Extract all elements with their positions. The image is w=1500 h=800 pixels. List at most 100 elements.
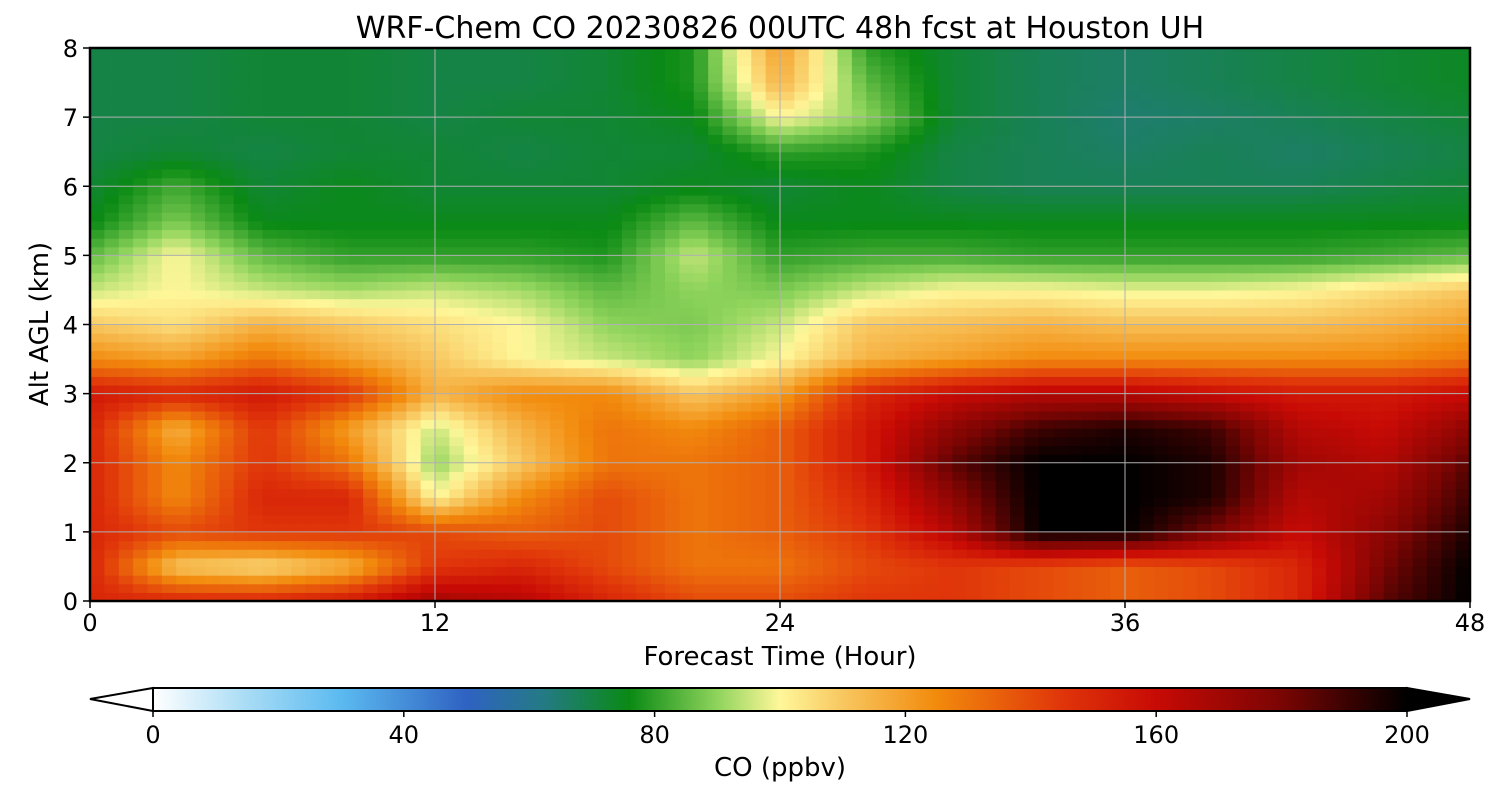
heatmap-cell [880, 531, 896, 542]
heatmap-cell [104, 436, 120, 447]
heatmap-cell [1398, 471, 1414, 481]
heatmap-cell [578, 298, 594, 308]
heatmap-cell [492, 333, 508, 343]
heatmap-cell [765, 419, 781, 429]
heatmap-cell [1297, 160, 1313, 170]
heatmap-cell [1168, 480, 1184, 490]
heatmap-cell [564, 419, 580, 429]
heatmap-cell [1096, 436, 1112, 447]
heatmap-cell [966, 488, 982, 498]
heatmap-cell [765, 315, 781, 326]
heatmap-cell [176, 488, 192, 498]
heatmap-cell [665, 428, 680, 438]
heatmap-cell [435, 436, 450, 447]
heatmap-cell [219, 255, 235, 265]
heatmap-cell [334, 203, 350, 213]
heatmap-cell [1340, 419, 1356, 429]
heatmap-cell [506, 436, 522, 447]
heatmap-cell [1096, 177, 1112, 187]
heatmap-cell [823, 376, 839, 386]
heatmap-cell [248, 557, 264, 568]
heatmap-cell [722, 523, 738, 533]
heatmap-cell [276, 505, 292, 516]
heatmap-cell [320, 454, 335, 464]
heatmap-cell [780, 402, 795, 412]
heatmap-cell [1369, 238, 1385, 248]
heatmap-cell [1240, 350, 1255, 360]
heatmap-cell [1355, 462, 1370, 472]
heatmap-cell [1369, 428, 1385, 438]
heatmap-cell [636, 168, 652, 179]
heatmap-cell [377, 186, 393, 196]
heatmap-cell [851, 566, 867, 576]
heatmap-cell [895, 557, 910, 568]
heatmap-cell [952, 436, 968, 447]
heatmap-cell [1398, 168, 1414, 179]
heatmap-cell [1196, 583, 1212, 593]
heatmap-cell [1355, 160, 1370, 170]
heatmap-cell [1125, 575, 1140, 585]
heatmap-cell [233, 384, 249, 395]
heatmap-cell [1369, 531, 1385, 542]
heatmap-cell [823, 540, 839, 550]
heatmap-cell [161, 488, 177, 498]
heatmap-cell [1441, 168, 1457, 179]
heatmap-cell [851, 428, 867, 438]
heatmap-cell [334, 160, 350, 170]
heatmap-cell [205, 186, 220, 196]
heatmap-cell [363, 557, 379, 568]
heatmap-cell [1455, 384, 1470, 395]
heatmap-cell [1268, 410, 1284, 421]
heatmap-cell [578, 376, 594, 386]
heatmap-cell [895, 549, 910, 559]
heatmap-cell [1110, 471, 1126, 481]
heatmap-cell [708, 341, 724, 352]
heatmap-cell [104, 220, 120, 231]
heatmap-cell [147, 454, 163, 464]
heatmap-cell [780, 264, 795, 274]
heatmap-cell [880, 203, 896, 213]
heatmap-cell [851, 281, 867, 291]
heatmap-cell [1240, 523, 1255, 533]
heatmap-cell [262, 281, 278, 291]
heatmap-cell [851, 264, 867, 274]
heatmap-cell [1139, 531, 1155, 542]
heatmap-cell [233, 160, 249, 170]
heatmap-cell [665, 540, 680, 550]
heatmap-cell [104, 272, 120, 282]
heatmap-cell [1196, 540, 1212, 550]
heatmap-cell [981, 307, 997, 317]
heatmap-cell [420, 160, 436, 170]
heatmap-cell [1326, 298, 1342, 308]
heatmap-cell [837, 264, 853, 274]
heatmap-cell [1398, 540, 1414, 550]
heatmap-cell [1311, 212, 1327, 222]
heatmap-cell [593, 367, 609, 377]
heatmap-cell [736, 298, 752, 308]
heatmap-cell [909, 272, 925, 282]
heatmap-cell [104, 575, 120, 585]
heatmap-cell [966, 505, 982, 516]
heatmap-cell [1153, 454, 1169, 464]
heatmap-cell [133, 583, 149, 593]
heatmap-cell [535, 514, 551, 524]
heatmap-cell [938, 203, 954, 213]
heatmap-cell [1053, 186, 1069, 196]
heatmap-cell [794, 488, 810, 498]
heatmap-cell [334, 540, 350, 550]
heatmap-cell [535, 203, 551, 213]
heatmap-cell [1254, 298, 1270, 308]
heatmap-cell [1182, 488, 1198, 498]
heatmap-cell [1010, 333, 1025, 343]
heatmap-cell [621, 505, 637, 516]
heatmap-cell [176, 445, 192, 455]
heatmap-cell [837, 583, 853, 593]
heatmap-cell [449, 246, 465, 256]
heatmap-cell [1081, 289, 1097, 300]
heatmap-cell [794, 514, 810, 524]
heatmap-cell [320, 203, 335, 213]
heatmap-cell [981, 566, 997, 576]
heatmap-cell [320, 160, 335, 170]
heatmap-cell [780, 160, 795, 170]
heatmap-cell [463, 341, 479, 352]
